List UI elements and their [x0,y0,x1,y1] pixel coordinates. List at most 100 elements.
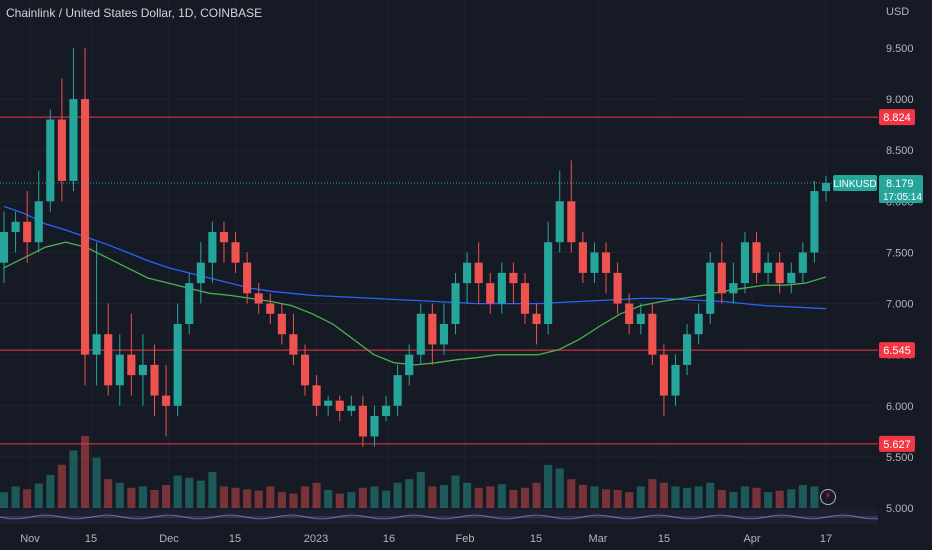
volume-bar [428,486,437,508]
volume-bar [613,490,622,508]
x-tick-label: 15 [229,533,241,545]
volume-bar [115,482,124,508]
candle-body [92,334,101,355]
candle-body [798,252,807,273]
candle-body [185,283,194,324]
candle-body [613,272,622,304]
volume-bar [787,489,796,508]
volume-bar [451,475,460,508]
candle-body [196,262,205,284]
x-tick-label: Dec [159,533,179,545]
level-label-box [879,109,915,126]
candle-body [382,405,391,416]
volume-bar [382,490,391,508]
volume-bar [185,477,194,508]
candle-body [289,334,298,355]
volume-bar [173,475,182,508]
volume-bar [798,484,807,508]
volume-bar [683,487,692,508]
candle-body [775,262,784,284]
candle-body [821,182,831,192]
volume-bar [764,492,773,508]
candle-body [787,272,796,284]
volume-bar [324,490,333,508]
candle-body [590,252,599,273]
candle-body [740,242,750,284]
volume-bar [474,487,483,508]
candle-body [370,416,379,437]
volume-bar [92,457,101,508]
candle-body [34,201,43,243]
candle-body [451,283,460,324]
currency-label: USD [886,6,910,18]
volume-bar [312,482,321,508]
volume-bar [590,486,599,508]
volume-bar [520,487,530,508]
x-tick-label: 2023 [304,533,328,545]
y-tick-label: 9.500 [886,43,914,55]
candle-body [127,354,136,376]
volume-bar [358,487,367,508]
candle-body [625,303,634,324]
volume-bar [636,486,645,508]
x-tick-label: Apr [743,533,760,545]
volume-bar [567,479,576,508]
candle-body [601,252,611,273]
moving-average-line [3,205,827,310]
candle-body [416,313,425,355]
volume-bar [138,486,147,508]
y-tick-label: 7.500 [886,247,914,259]
volume-bar [659,482,668,508]
volume-bar [104,479,113,508]
candle-body [578,242,587,273]
x-tick-label: Mar [589,533,608,545]
x-tick-label: Nov [20,533,40,545]
volume-bar [694,486,703,508]
x-tick-label: 17 [820,533,832,545]
candle-body [717,262,726,294]
candle-body [393,375,402,406]
volume-bar [219,486,229,508]
candle-body [706,262,715,314]
candle-body [266,303,275,314]
candle-body [208,232,217,263]
volume-bar [439,484,448,508]
candle-body [555,201,564,243]
x-tick-label: 15 [85,533,97,545]
lightning-icon[interactable]: ⚡ [820,489,836,505]
candle-body [69,99,78,181]
chart-title: Chainlink / United States Dollar, 1D, CO… [6,6,263,20]
volume-bar [544,464,553,508]
candle-body [544,242,553,324]
candle-body [312,385,321,406]
candle-body [729,283,738,294]
y-tick-label: 5.000 [886,503,914,515]
volume-bar [277,492,286,508]
volume-bar [127,487,136,508]
candle-body [648,313,657,355]
candle-body [80,99,90,355]
volume-bar [775,490,784,508]
volume-bar [405,479,414,508]
candle-body [752,242,761,273]
candle-body [810,191,819,253]
candle-body [439,324,448,345]
candle-body [173,324,182,406]
candle-body [138,364,147,376]
level-label: 8.824 [883,112,911,124]
volume-bar [23,489,32,508]
volume-bar [706,482,715,508]
candle-body [486,283,495,304]
candle-body [150,364,159,396]
volume-bar [254,490,263,508]
symbol-tag: LINKUSD [833,179,876,190]
candle-body [694,313,703,335]
volume-bar [648,479,657,508]
candle-body [520,283,530,314]
y-tick-label: 8.500 [886,145,914,157]
candle-body [764,262,773,273]
volume-bar [729,492,738,508]
volume-bar [34,483,43,508]
volume-bar [601,489,611,508]
